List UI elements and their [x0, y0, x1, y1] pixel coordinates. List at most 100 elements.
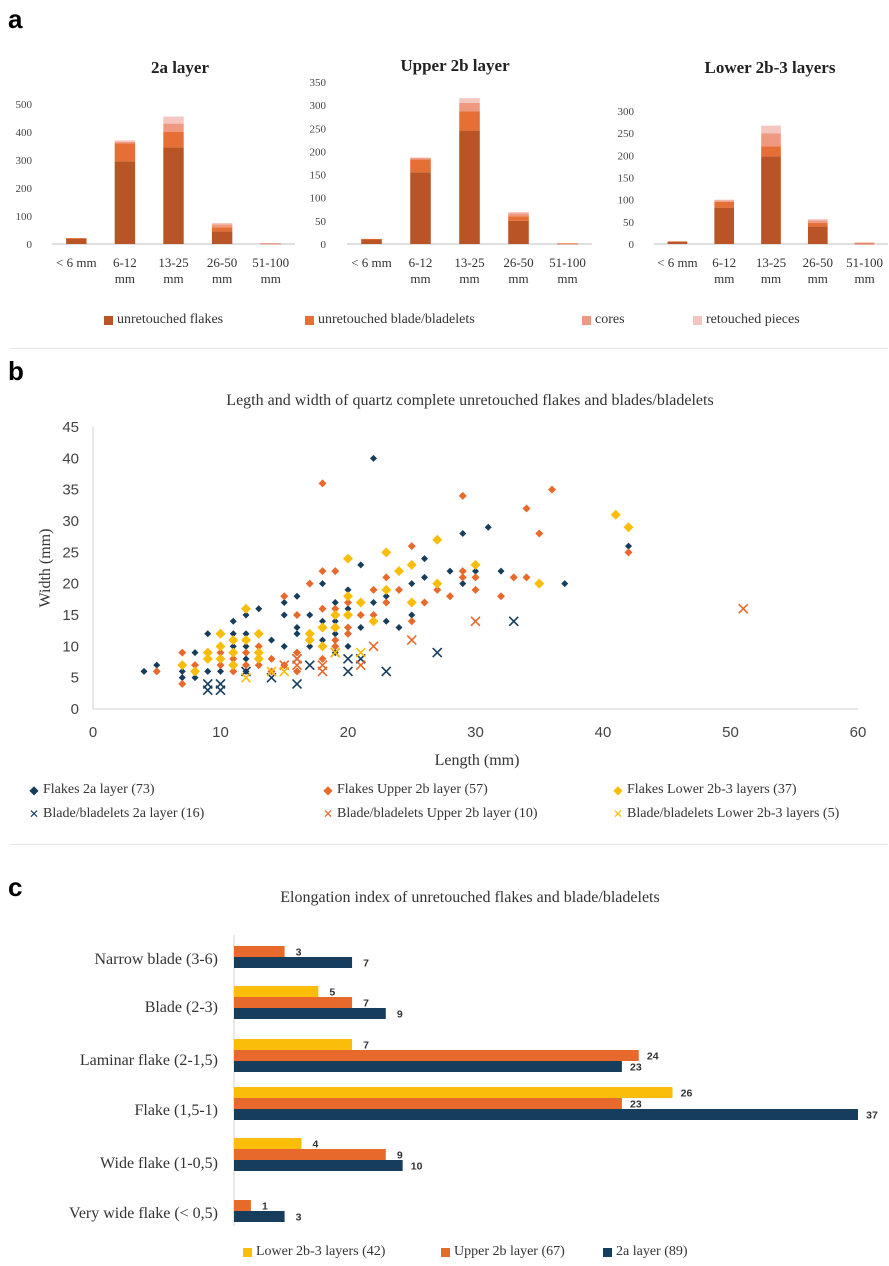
scatter-point [738, 603, 749, 614]
scatter-point [343, 610, 353, 620]
scatter-point [407, 617, 416, 626]
scatter-point [408, 580, 416, 588]
scatter-point [279, 666, 290, 677]
bar [234, 1200, 251, 1211]
scatter-point [217, 630, 224, 638]
legend-label: Flakes 2a layer (73) [43, 782, 155, 797]
scatter-point [280, 592, 289, 601]
data-label: 7 [363, 1040, 369, 1052]
scatter-point [561, 580, 569, 588]
scatter-point [178, 667, 186, 675]
scatter-point [215, 628, 226, 639]
y-tick-label: 200 [16, 183, 33, 195]
data-label: 3 [296, 947, 302, 959]
scatter-point [229, 617, 237, 625]
stacked-bar-segment [410, 157, 431, 160]
x-tick-label: < 6 mm [56, 255, 97, 270]
scatter-point [535, 529, 544, 538]
scatter-point [254, 661, 263, 670]
scatter-point [191, 661, 199, 670]
x-tick-label: 6-12 [113, 255, 137, 270]
scatter-point [522, 573, 531, 582]
x-tick-label: 13-25 [454, 255, 484, 270]
legend-blades-lower-2b3: ✕ Blade/bladelets Lower 2b-3 layers (5) [612, 806, 839, 822]
scatter-point [293, 630, 301, 638]
scatter-point [370, 586, 377, 594]
bar [234, 1149, 386, 1160]
bar [234, 1109, 858, 1120]
scatter-point [406, 559, 417, 570]
stacked-bar-segment [761, 133, 781, 147]
scatter-point [381, 584, 392, 595]
scatter-point [229, 655, 237, 663]
scatter-point [343, 553, 353, 564]
scatter-point [610, 509, 621, 520]
stacked-bar-segment [114, 141, 136, 144]
scatter-point [293, 649, 301, 657]
x-mark-icon: ✕ [322, 807, 334, 821]
scatter-point [318, 479, 327, 488]
legend-label: Blade/bladelets Lower 2b-3 layers (5) [627, 806, 840, 821]
scatter-point [291, 678, 303, 689]
legend-label: cores [595, 312, 625, 327]
stacked-bar-segment [714, 200, 735, 202]
scatter-point [318, 604, 327, 613]
x-tick-label: 13-25 [756, 255, 786, 270]
legend-label: unretouched blade/bladelets [318, 312, 475, 327]
stacked-bar-segment [714, 207, 735, 244]
scatter-point [344, 629, 352, 638]
legend-label: unretouched flakes [117, 312, 224, 327]
scatter-point [508, 616, 519, 627]
x-tick-label: mm [854, 271, 874, 286]
scatter-point [317, 622, 328, 633]
category-label: Very wide flake (< 0,5) [69, 1205, 218, 1222]
scatter-point [242, 667, 250, 675]
legend-label: 2a layer (89) [616, 1244, 688, 1259]
bar [234, 957, 353, 968]
stacked-bar-segment [211, 231, 233, 244]
scatter-point [140, 667, 148, 675]
y-tick-label: 300 [618, 106, 635, 118]
scatter-point [254, 642, 263, 651]
scatter-point [293, 648, 301, 657]
scatter-point [242, 611, 250, 619]
scatter-point [357, 611, 365, 619]
x-tick-label: mm [459, 271, 479, 286]
legend-retouched: retouched pieces [693, 312, 800, 328]
scatter-point [202, 678, 213, 689]
scatter-point [266, 666, 277, 677]
scatter-point [267, 667, 276, 676]
stacked-bar-segment [163, 147, 184, 244]
x-tick-label: 13-25 [158, 255, 188, 270]
legend-label: Flakes Upper 2b layer (57) [337, 782, 488, 797]
stacked-bar-segment [410, 159, 431, 173]
scatter-point [202, 653, 213, 664]
stacked-bar-segment [66, 238, 87, 244]
data-label: 37 [866, 1110, 878, 1122]
scatter-point [317, 666, 328, 677]
scatter-point [459, 530, 467, 538]
scatter-point [217, 661, 224, 669]
scatter-point [215, 678, 226, 689]
y-tick-label: 300 [310, 100, 327, 112]
y-axis-title: Width (mm) [37, 529, 54, 608]
divider-a-b [10, 348, 888, 349]
bar [234, 1098, 622, 1109]
scatter-point [293, 592, 301, 600]
bar [234, 1160, 403, 1171]
legend-swatch [104, 315, 113, 325]
scatter-point [215, 685, 226, 696]
y-tick-label: 50 [315, 216, 327, 228]
x-tick-label: mm [508, 271, 528, 286]
scatter-point [216, 661, 225, 670]
y-tick-label: 150 [310, 170, 327, 182]
scatter-point [255, 649, 263, 657]
scatter-point [470, 616, 481, 627]
scatter-point [216, 648, 225, 657]
scatter-point [625, 542, 632, 550]
scatter-point [548, 485, 556, 494]
y-tick-label: 350 [310, 77, 327, 89]
x-tick-label: < 6 mm [657, 255, 698, 270]
stacked-bar-segment [714, 199, 735, 201]
category-label: Laminar flake (2-1,5) [80, 1052, 218, 1069]
